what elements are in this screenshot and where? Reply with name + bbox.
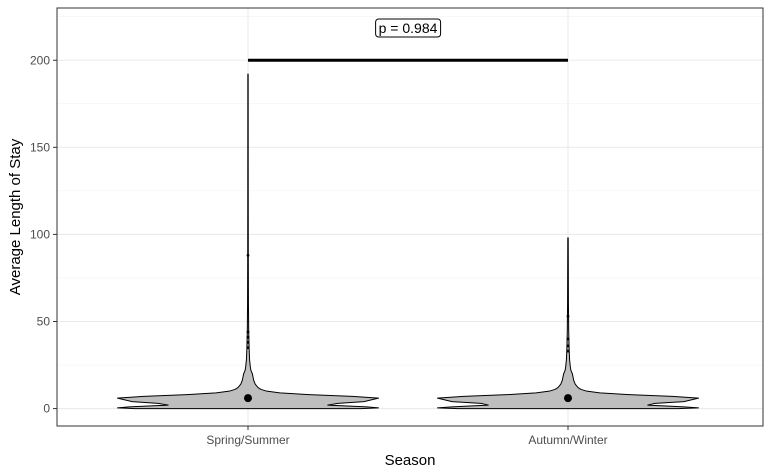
- mean-points: [244, 394, 572, 403]
- y-tick-label: 100: [30, 227, 50, 241]
- violin-autumn-winter: [437, 237, 699, 410]
- outlier-point: [566, 314, 570, 318]
- y-tick-label: 50: [37, 315, 51, 329]
- outlier-point: [246, 341, 250, 344]
- minor-gridlines: [57, 16, 763, 366]
- major-gridlines: [57, 8, 763, 426]
- p-value-label: p = 0.984: [379, 20, 438, 36]
- violins: [117, 73, 699, 410]
- outlier-points: [246, 253, 570, 353]
- outlier-point: [566, 337, 570, 341]
- y-tick-label: 200: [30, 53, 50, 67]
- outlier-point: [566, 349, 570, 353]
- outlier-point: [246, 330, 250, 334]
- x-axis-title: Season: [385, 452, 436, 469]
- comparison-annotation: p = 0.984: [248, 18, 568, 62]
- x-tick-label: Spring/Summer: [206, 433, 289, 447]
- violin-spring-summer: [117, 73, 379, 410]
- y-axis-title: Average Length of Stay: [7, 138, 24, 295]
- y-tick-label: 0: [43, 402, 50, 416]
- p-value-label-box: [375, 18, 442, 38]
- y-axis-ticks: 0 50 100 150 200: [30, 53, 57, 416]
- outlier-point: [566, 344, 570, 348]
- outlier-point: [246, 335, 250, 339]
- mean-point: [564, 394, 572, 403]
- plot-panel-border: [56, 7, 764, 427]
- x-tick-label: Autumn/Winter: [528, 433, 607, 447]
- mean-point: [244, 394, 252, 403]
- y-tick-label: 150: [30, 140, 50, 154]
- outlier-point: [246, 346, 250, 350]
- x-axis-ticks: Spring/Summer Autumn/Winter: [206, 426, 608, 447]
- outlier-point: [246, 253, 250, 257]
